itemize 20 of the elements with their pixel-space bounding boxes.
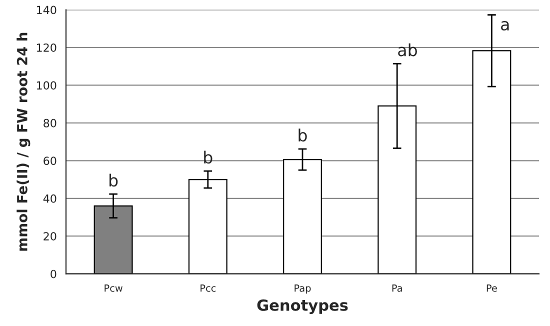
x-tick-label: Pe: [486, 284, 497, 292]
annotation: a: [501, 20, 509, 31]
x-tick-label: Pcw: [104, 284, 122, 292]
x-tick-label: Pcc: [200, 284, 216, 292]
y-tick-label: 40: [43, 194, 56, 203]
x-axis-title: Genotypes: [257, 299, 348, 314]
annotation: ab: [398, 43, 417, 56]
x-tick-label: Pa: [392, 284, 402, 292]
annotation: b: [110, 174, 118, 187]
x-tick-label: Pap: [294, 284, 311, 294]
y-tick-label: 60: [44, 156, 56, 166]
y-tick-label: 80: [44, 118, 56, 128]
annotation: b: [204, 150, 212, 164]
annotation: b: [298, 128, 307, 142]
y-tick-label: 140: [36, 6, 56, 14]
y-tick-label: 120: [36, 43, 56, 52]
y-tick-label: 20: [44, 232, 56, 240]
y-axis-title: mmol Fe(II) / g FW root 24 h: [16, 32, 30, 251]
y-tick-label: 0: [50, 270, 56, 278]
y-tick-label: 100: [36, 81, 56, 90]
